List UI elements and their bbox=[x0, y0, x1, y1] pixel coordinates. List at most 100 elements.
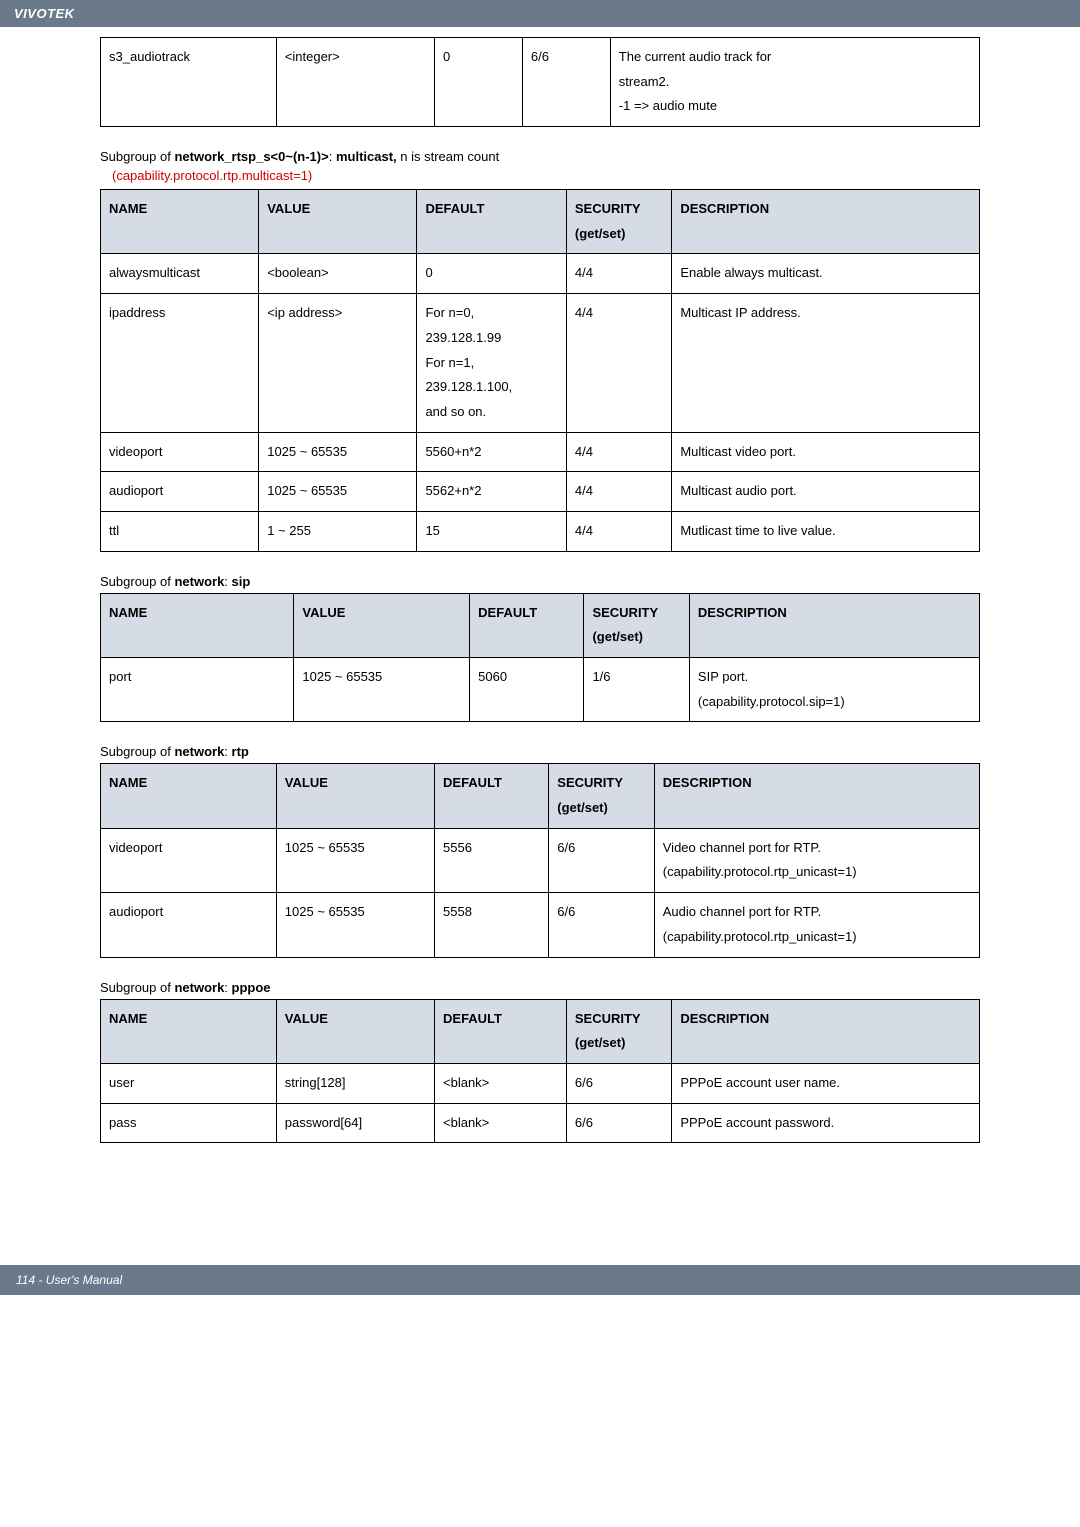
cell-desc: Multicast video port. bbox=[672, 432, 980, 472]
cell-value: 1025 ~ 65535 bbox=[276, 828, 434, 892]
table-header-row: NAME VALUE DEFAULT SECURITY (get/set) DE… bbox=[101, 999, 980, 1063]
table-row: alwaysmulticast<boolean>04/4Enable alway… bbox=[101, 254, 980, 294]
brand-header: VIVOTEK bbox=[0, 0, 1080, 27]
cell-value: 1025 ~ 65535 bbox=[259, 472, 417, 512]
header-desc: DESCRIPTION bbox=[672, 999, 980, 1063]
cell-name: port bbox=[101, 658, 294, 722]
subtitle-multicast: Subgroup of network_rtsp_s<0~(n-1)>: mul… bbox=[100, 149, 980, 164]
table-sip: NAME VALUE DEFAULT SECURITY (get/set) DE… bbox=[100, 593, 980, 723]
cell-value: <ip address> bbox=[259, 294, 417, 432]
table-row: userstring[128]<blank>6/6PPPoE account u… bbox=[101, 1063, 980, 1103]
cell-default: 5060 bbox=[470, 658, 584, 722]
table-row: ipaddress<ip address>For n=0, 239.128.1.… bbox=[101, 294, 980, 432]
cell-security: 6/6 bbox=[566, 1063, 671, 1103]
cell-name: user bbox=[101, 1063, 277, 1103]
cell-name: ttl bbox=[101, 511, 259, 551]
brand-text: VIVOTEK bbox=[14, 6, 75, 21]
capability-note: (capability.protocol.rtp.multicast=1) bbox=[112, 168, 980, 183]
table-row: ttl1 ~ 255154/4Mutlicast time to live va… bbox=[101, 511, 980, 551]
table-header-row: NAME VALUE DEFAULT SECURITY (get/set) DE… bbox=[101, 593, 980, 657]
cell-default: For n=0, 239.128.1.99 For n=1, 239.128.1… bbox=[417, 294, 566, 432]
header-security: SECURITY (get/set) bbox=[584, 593, 689, 657]
cell-security: 6/6 bbox=[549, 893, 654, 957]
cell-name: alwaysmulticast bbox=[101, 254, 259, 294]
table-multicast: NAME VALUE DEFAULT SECURITY (get/set) DE… bbox=[100, 189, 980, 552]
cell-default: 0 bbox=[435, 38, 523, 127]
table-rtp: NAME VALUE DEFAULT SECURITY (get/set) DE… bbox=[100, 763, 980, 957]
cell-default: 0 bbox=[417, 254, 566, 294]
cell-value: password[64] bbox=[276, 1103, 434, 1143]
cell-value: <boolean> bbox=[259, 254, 417, 294]
table-row: audioport1025 ~ 655355562+n*24/4Multicas… bbox=[101, 472, 980, 512]
footer-text: 114 - User's Manual bbox=[16, 1273, 122, 1287]
page-footer: 114 - User's Manual bbox=[0, 1265, 1080, 1295]
cell-security: 4/4 bbox=[566, 254, 671, 294]
table-header-row: NAME VALUE DEFAULT SECURITY (get/set) DE… bbox=[101, 190, 980, 254]
header-desc: DESCRIPTION bbox=[689, 593, 979, 657]
header-value: VALUE bbox=[259, 190, 417, 254]
cell-value: 1025 ~ 65535 bbox=[276, 893, 434, 957]
header-name: NAME bbox=[101, 999, 277, 1063]
header-desc: DESCRIPTION bbox=[654, 764, 979, 828]
cell-desc: SIP port. (capability.protocol.sip=1) bbox=[689, 658, 979, 722]
cell-default: 5556 bbox=[435, 828, 549, 892]
cell-security: 4/4 bbox=[566, 472, 671, 512]
cell-default: 5560+n*2 bbox=[417, 432, 566, 472]
table-row: audioport1025 ~ 6553555586/6Audio channe… bbox=[101, 893, 980, 957]
cell-desc: Multicast audio port. bbox=[672, 472, 980, 512]
cell-security: 1/6 bbox=[584, 658, 689, 722]
header-security: SECURITY (get/set) bbox=[566, 999, 671, 1063]
table-row: passpassword[64]<blank>6/6PPPoE account … bbox=[101, 1103, 980, 1143]
header-value: VALUE bbox=[276, 999, 434, 1063]
table-row: videoport1025 ~ 6553555566/6Video channe… bbox=[101, 828, 980, 892]
header-security: SECURITY (get/set) bbox=[549, 764, 654, 828]
table-audiotrack: s3_audiotrack <integer> 0 6/6 The curren… bbox=[100, 37, 980, 127]
cell-name: videoport bbox=[101, 828, 277, 892]
header-default: DEFAULT bbox=[435, 999, 567, 1063]
cell-desc: Mutlicast time to live value. bbox=[672, 511, 980, 551]
cell-name: s3_audiotrack bbox=[101, 38, 277, 127]
cell-security: 6/6 bbox=[549, 828, 654, 892]
header-default: DEFAULT bbox=[435, 764, 549, 828]
header-default: DEFAULT bbox=[470, 593, 584, 657]
cell-desc: PPPoE account user name. bbox=[672, 1063, 980, 1103]
cell-security: 4/4 bbox=[566, 511, 671, 551]
cell-default: <blank> bbox=[435, 1103, 567, 1143]
cell-desc: Video channel port for RTP. (capability.… bbox=[654, 828, 979, 892]
cell-desc: The current audio track for stream2. -1 … bbox=[610, 38, 979, 127]
cell-security: 4/4 bbox=[566, 432, 671, 472]
cell-default: <blank> bbox=[435, 1063, 567, 1103]
cell-name: audioport bbox=[101, 472, 259, 512]
header-security: SECURITY (get/set) bbox=[566, 190, 671, 254]
cell-default: 15 bbox=[417, 511, 566, 551]
cell-security: 6/6 bbox=[566, 1103, 671, 1143]
subtitle-pppoe: Subgroup of network: pppoe bbox=[100, 980, 980, 995]
cell-desc: PPPoE account password. bbox=[672, 1103, 980, 1143]
cell-value: string[128] bbox=[276, 1063, 434, 1103]
cell-name: videoport bbox=[101, 432, 259, 472]
cell-desc: Enable always multicast. bbox=[672, 254, 980, 294]
header-value: VALUE bbox=[276, 764, 434, 828]
header-default: DEFAULT bbox=[417, 190, 566, 254]
table-row: port1025 ~ 6553550601/6SIP port. (capabi… bbox=[101, 658, 980, 722]
table-row: videoport1025 ~ 655355560+n*24/4Multicas… bbox=[101, 432, 980, 472]
header-name: NAME bbox=[101, 764, 277, 828]
cell-name: ipaddress bbox=[101, 294, 259, 432]
header-desc: DESCRIPTION bbox=[672, 190, 980, 254]
cell-value: 1025 ~ 65535 bbox=[259, 432, 417, 472]
header-name: NAME bbox=[101, 190, 259, 254]
table-row: s3_audiotrack <integer> 0 6/6 The curren… bbox=[101, 38, 980, 127]
table-header-row: NAME VALUE DEFAULT SECURITY (get/set) DE… bbox=[101, 764, 980, 828]
cell-value: 1 ~ 255 bbox=[259, 511, 417, 551]
cell-desc: Multicast IP address. bbox=[672, 294, 980, 432]
subtitle-rtp: Subgroup of network: rtp bbox=[100, 744, 980, 759]
cell-default: 5558 bbox=[435, 893, 549, 957]
header-value: VALUE bbox=[294, 593, 470, 657]
cell-security: 6/6 bbox=[522, 38, 610, 127]
header-name: NAME bbox=[101, 593, 294, 657]
cell-name: audioport bbox=[101, 893, 277, 957]
cell-value: 1025 ~ 65535 bbox=[294, 658, 470, 722]
cell-security: 4/4 bbox=[566, 294, 671, 432]
subtitle-sip: Subgroup of network: sip bbox=[100, 574, 980, 589]
page-content: s3_audiotrack <integer> 0 6/6 The curren… bbox=[0, 27, 1080, 1205]
